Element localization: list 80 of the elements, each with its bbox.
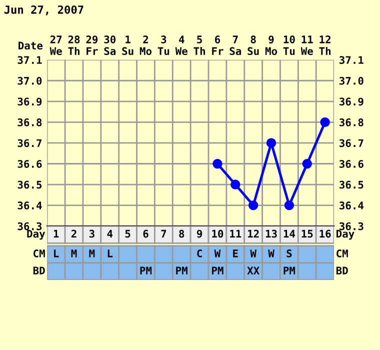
y-tick-label: 37.0	[18, 76, 42, 85]
x-tick-label: 30 Sa	[104, 36, 116, 56]
y-tick-label: 36.5	[18, 180, 42, 189]
x-tick-label: 11 We	[300, 36, 313, 56]
x-tick-label: 1 Su	[122, 36, 134, 56]
text: M	[89, 250, 95, 258]
text: L	[54, 250, 59, 258]
x-tick-label: 11	[230, 230, 242, 238]
x-tick-label: 28 Th	[68, 36, 80, 55]
x-tick-label: 9 Mo	[265, 36, 278, 56]
text: PM	[284, 266, 296, 274]
y-tick-label: 36.7	[18, 139, 42, 148]
text: M	[71, 250, 77, 258]
x-tick-label: 27 We	[50, 36, 62, 56]
y2-tick-label: 37.1	[340, 56, 364, 64]
x-tick-label: 15	[302, 230, 313, 238]
point	[230, 180, 240, 190]
x-tick-label: 2 Mo	[140, 36, 152, 56]
text: S	[286, 249, 292, 258]
x-tick-label: 7	[161, 230, 166, 238]
text: PM	[140, 266, 152, 274]
x-tick-label: 10	[212, 230, 224, 238]
point	[320, 117, 330, 128]
y-tick-label: CM	[34, 249, 45, 258]
text: W	[214, 250, 221, 258]
text: L	[108, 250, 113, 258]
point	[248, 200, 258, 210]
x-tick-label: 1	[54, 230, 59, 238]
y2-tick-label: 36.8	[340, 118, 364, 126]
chart-title: Jun 27, 2007	[4, 5, 84, 16]
y2-tick-label: 36.7	[340, 139, 364, 148]
y-tick-label: 36.3	[18, 222, 42, 230]
text: W	[250, 250, 256, 258]
x-tick-label: 6	[143, 230, 148, 238]
x-tick-label: 4	[107, 230, 113, 238]
y2-tick-label: CM	[336, 249, 348, 258]
y2-tick-label: 37.0	[340, 76, 364, 85]
text: Day	[336, 230, 354, 240]
text: W	[268, 250, 274, 258]
x-tick-label: 12 Th	[319, 36, 330, 55]
text: Day	[27, 230, 46, 240]
text: Date	[18, 42, 43, 50]
x-tick-label: 8	[179, 230, 184, 238]
y-tick-label: 36.6	[18, 160, 42, 168]
point	[266, 138, 276, 148]
x-tick-label: 5 Th	[194, 36, 205, 55]
x-tick-label: 13	[266, 230, 277, 238]
y2-tick-label: 36.5	[340, 180, 364, 189]
y2-tick-label: BD	[336, 266, 348, 274]
x-tick-label: 6 Fr	[212, 36, 224, 55]
x-tick-label: 14	[284, 230, 295, 238]
y2-tick-label: 36.6	[340, 160, 364, 168]
x-tick-label: 12	[248, 230, 259, 238]
y-tick-label: 36.9	[18, 98, 42, 106]
text: PM	[212, 266, 224, 274]
x-tick-label: 3 Tu	[158, 36, 170, 56]
text: C	[197, 249, 202, 258]
y2-tick-label: 36.4	[340, 202, 364, 210]
text: PM	[176, 266, 188, 274]
point	[212, 158, 222, 169]
y-tick-label: BD	[33, 266, 45, 274]
y2-tick-label: 36.9	[340, 98, 364, 106]
x-tick-label: 16	[320, 230, 331, 238]
text: E	[233, 250, 238, 258]
x-tick-label: 9	[196, 230, 202, 238]
y-tick-label: 36.4	[18, 202, 42, 210]
x-tick-label: 3	[89, 230, 94, 238]
point	[302, 158, 312, 169]
x-tick-label: 7 Sa	[230, 36, 242, 56]
y2-tick-label: 36.3	[340, 222, 364, 230]
x-tick-label: 8 Su	[248, 36, 259, 56]
y-tick-label: 37.1	[18, 56, 42, 64]
point	[284, 200, 294, 210]
text: XX	[247, 266, 260, 274]
x-tick-label: 10 Tu	[283, 36, 295, 56]
x-tick-label: 2	[71, 230, 76, 238]
x-tick-label: 5	[125, 230, 130, 238]
x-tick-label: 4 We	[175, 36, 188, 56]
y-tick-label: 36.8	[18, 118, 42, 126]
x-tick-label: 29 Fr	[86, 36, 98, 55]
